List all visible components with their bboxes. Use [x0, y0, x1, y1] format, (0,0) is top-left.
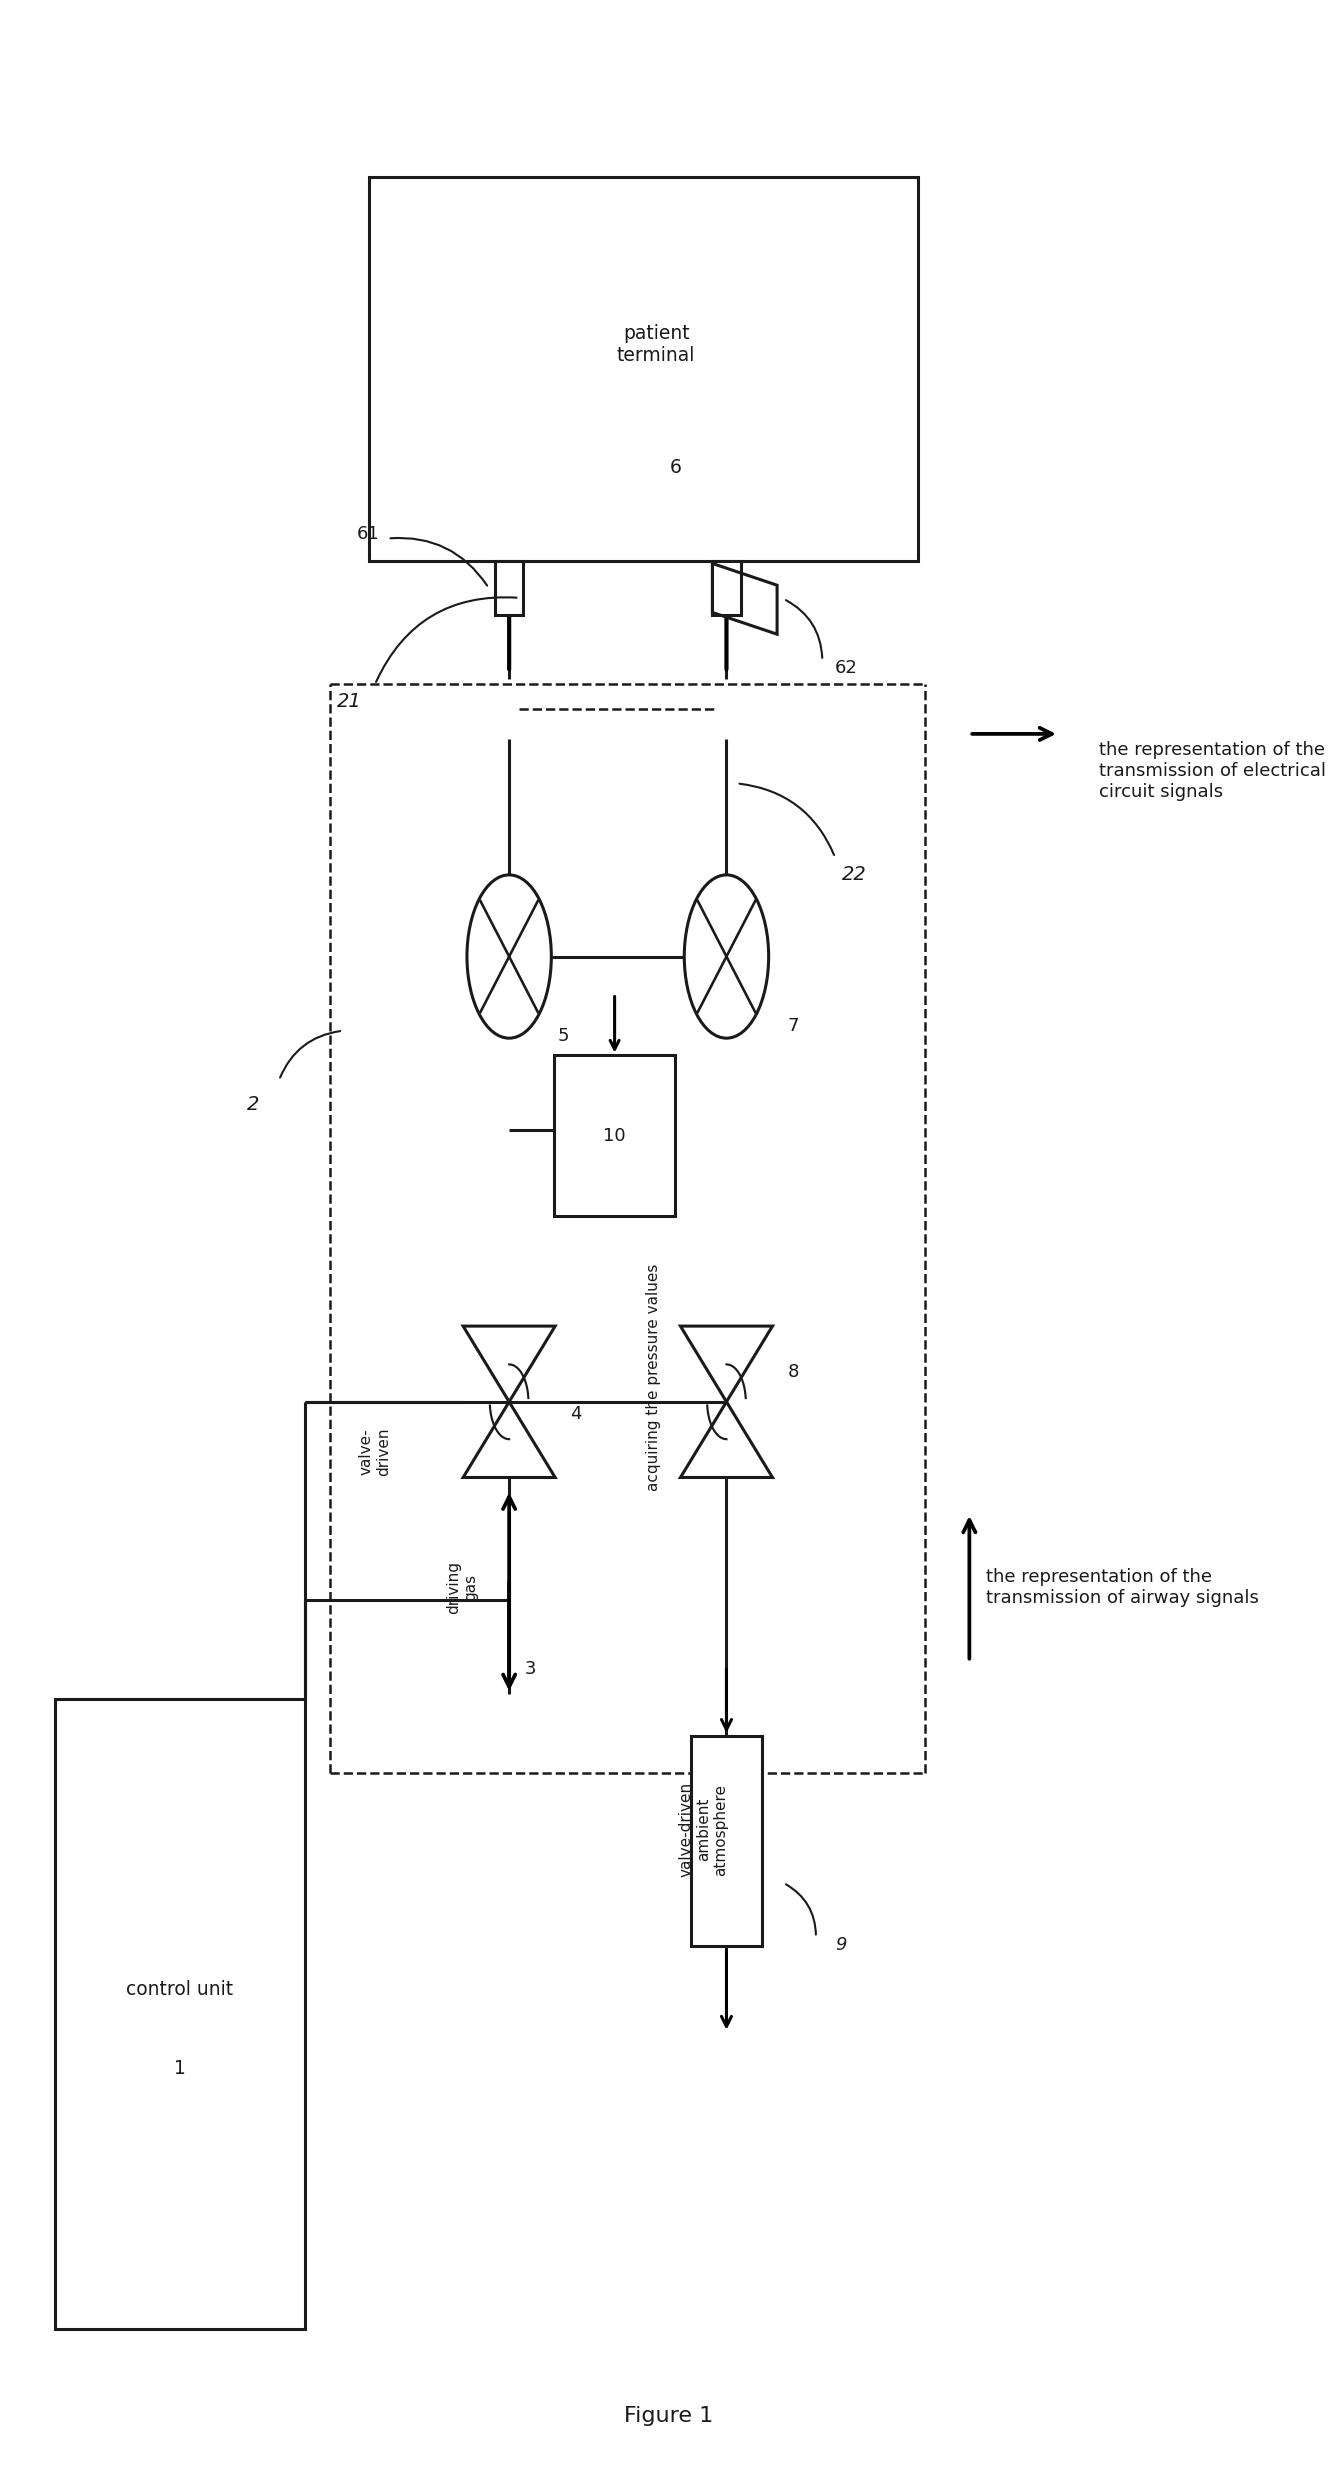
- Text: 3: 3: [525, 1660, 536, 1678]
- Text: 6: 6: [669, 459, 681, 477]
- Text: 2: 2: [247, 1095, 259, 1114]
- Text: 8: 8: [788, 1363, 799, 1380]
- Text: 62: 62: [835, 660, 858, 678]
- Bar: [712, 561, 740, 616]
- Text: 4: 4: [571, 1405, 582, 1422]
- Text: 22: 22: [842, 866, 866, 884]
- Text: valve-
driven: valve- driven: [359, 1427, 391, 1474]
- Text: 10: 10: [603, 1127, 626, 1144]
- Text: patient
terminal: patient terminal: [616, 323, 696, 365]
- Text: valve-driven
ambient
atmosphere: valve-driven ambient atmosphere: [678, 1782, 728, 1876]
- Text: 21: 21: [337, 692, 361, 712]
- Bar: [690, 1735, 763, 1946]
- Text: 7: 7: [788, 1018, 799, 1035]
- Text: Figure 1: Figure 1: [624, 2405, 713, 2425]
- Text: the representation of the
transmission of airway signals: the representation of the transmission o…: [986, 1569, 1260, 1606]
- Text: the representation of the
transmission of electrical
circuit signals: the representation of the transmission o…: [1099, 742, 1326, 802]
- Text: control unit: control unit: [126, 1981, 234, 1998]
- Bar: [496, 561, 524, 616]
- Text: 9: 9: [835, 1936, 846, 1953]
- Bar: [553, 1055, 676, 1216]
- Text: 5: 5: [557, 1028, 569, 1045]
- Bar: [55, 1698, 305, 2331]
- Text: 1: 1: [175, 2060, 185, 2077]
- Text: 61: 61: [357, 524, 380, 544]
- Text: driving
gas: driving gas: [446, 1561, 478, 1613]
- Text: acquiring the pressure values: acquiring the pressure values: [646, 1263, 661, 1492]
- Bar: [368, 176, 919, 561]
